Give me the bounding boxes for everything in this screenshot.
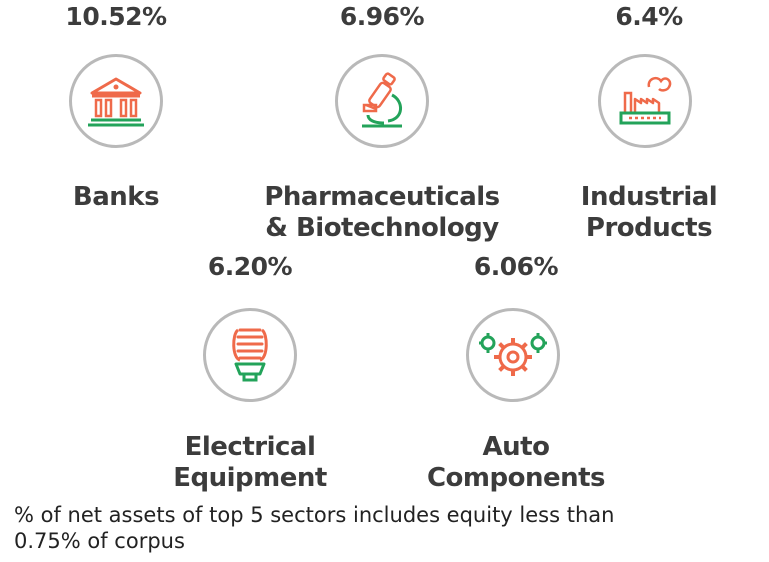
sector-percent: 6.06% [473, 252, 559, 281]
microscope-icon [362, 72, 402, 128]
icon-circle [466, 308, 560, 402]
sector-percent: 6.4% [615, 2, 683, 31]
sector-name-line1: Electrical [184, 432, 316, 462]
factory-icon [619, 76, 672, 125]
icon-circle [335, 54, 429, 148]
sector-name-line2: Products [585, 213, 713, 243]
sector-name-line1: Banks [72, 182, 160, 212]
icon-circle [69, 54, 163, 148]
footnote: % of net assets of top 5 sectors include… [14, 502, 754, 554]
icon-circle [598, 54, 692, 148]
sector-name: Industrial Products [519, 182, 769, 244]
sector-name-line1: Pharmaceuticals [264, 182, 500, 212]
sector-percent: 10.52% [65, 2, 167, 31]
sector-name: Banks [0, 182, 246, 213]
bank-icon [88, 77, 144, 127]
sector-name-line2: Equipment [173, 463, 327, 493]
sector-name-line2: & Biotechnology [265, 213, 499, 243]
sector-name: Electrical Equipment [120, 432, 380, 494]
icon-circle [203, 308, 297, 402]
sector-name: Auto Components [386, 432, 646, 494]
sector-percent: 6.20% [207, 252, 293, 281]
footnote-line1: % of net assets of top 5 sectors include… [14, 503, 615, 527]
light-bulb-icon [232, 328, 268, 382]
sector-name-line2: Components [426, 463, 606, 493]
gears-icon [479, 333, 547, 376]
sector-name: Pharmaceuticals & Biotechnology [252, 182, 512, 244]
footnote-line2: 0.75% of corpus [14, 529, 185, 553]
sector-percent: 6.96% [339, 2, 425, 31]
sector-name-line1: Auto [482, 432, 550, 462]
sector-name-line1: Industrial [580, 182, 718, 212]
